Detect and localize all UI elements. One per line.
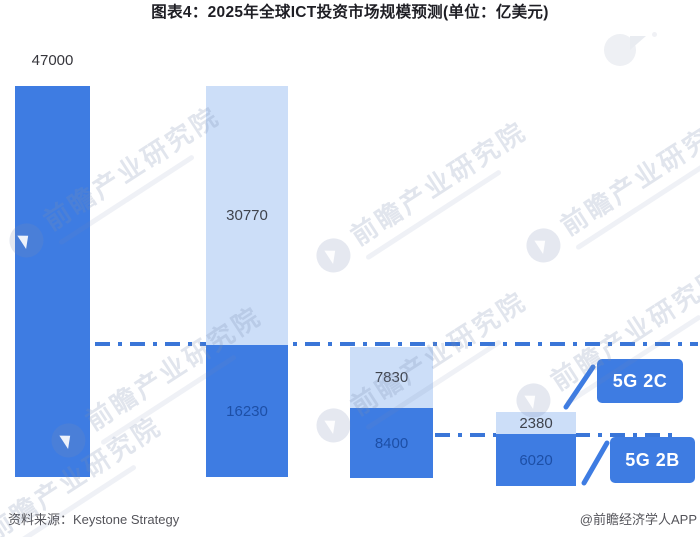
- bar4-light-segment: 2380: [496, 412, 576, 434]
- segment-value-label: 16230: [226, 402, 268, 420]
- credit-text: @前瞻经济学人APP: [579, 512, 697, 527]
- bar3-solid-segment: 8400: [350, 408, 433, 478]
- segment-value-label: 8400: [374, 434, 409, 452]
- connector-5g-2c: [563, 364, 596, 410]
- bar1-value-label: 47000: [31, 52, 74, 69]
- data-source-text: 资料来源：Keystone Strategy: [8, 512, 180, 527]
- brand-watermark-icon: [604, 30, 657, 66]
- annotation-label: 5G 2C: [612, 370, 668, 391]
- annotation-5g-2c: 5G 2C: [597, 359, 683, 403]
- connector-5g-2b: [581, 440, 610, 486]
- bar1-solid-segment: [15, 86, 90, 477]
- segment-value-label: 6020: [519, 451, 553, 469]
- bar2-solid-segment: 16230: [206, 345, 288, 477]
- bar3-light-segment: 7830: [350, 347, 433, 408]
- segment-value-label: 2380: [519, 414, 553, 432]
- brand-registered-dot: [652, 32, 657, 37]
- bar2-light-segment: 30770: [206, 86, 288, 345]
- segment-value-label: 30770: [226, 207, 268, 224]
- brand-triangle-shape: [630, 36, 646, 50]
- annotation-label: 5G 2B: [625, 449, 680, 470]
- segment-value-label: 7830: [374, 369, 409, 386]
- bar4-solid-segment: 6020: [496, 434, 576, 486]
- annotation-5g-2b: 5G 2B: [610, 437, 695, 483]
- chart-title: 图表4：2025年全球ICT投资市场规模预测(单位：亿美元): [151, 4, 549, 21]
